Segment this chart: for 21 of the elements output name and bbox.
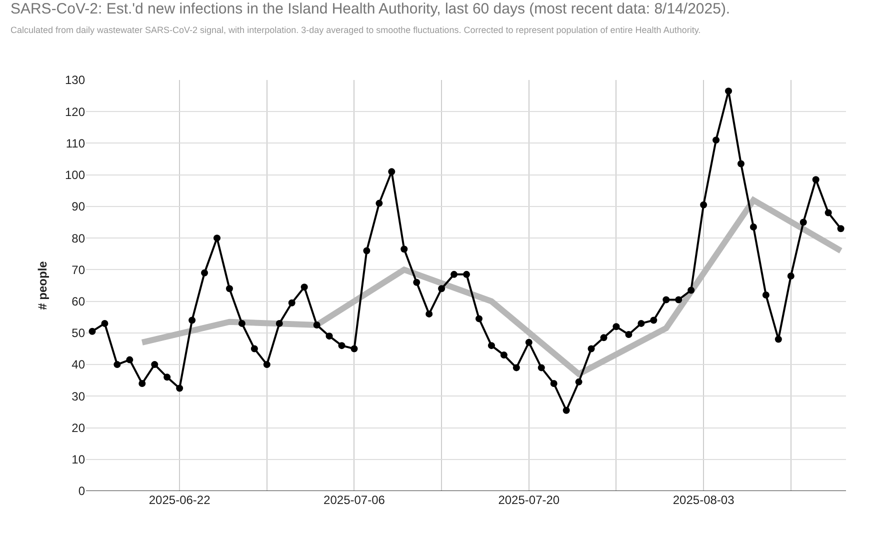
y-tick-label: 130 bbox=[64, 73, 86, 88]
y-tick-label: 30 bbox=[72, 389, 86, 404]
y-tick-label: 80 bbox=[72, 231, 86, 246]
y-tick-label: 0 bbox=[78, 484, 86, 498]
chart-title: SARS-CoV-2: Est.'d new infections in the Island Health Authority, last 60 days (most recent data: 8/14/2025). bbox=[10, 0, 730, 18]
chart-subtitle: Calculated from daily wastewater SARS-CoV-2 signal, with interpolation. 3-day averaged to smoothe fluctuations. Corrected to represent population of entire Health Authority. bbox=[10, 24, 701, 35]
y-tick-label: 60 bbox=[72, 294, 86, 309]
x-tick-label: 2025-07-20 bbox=[498, 493, 560, 507]
y-tick-label: 40 bbox=[72, 358, 86, 372]
y-tick-label: 90 bbox=[72, 200, 86, 214]
y-tick-label: 10 bbox=[72, 452, 86, 467]
y-tick-label: 120 bbox=[64, 104, 86, 119]
y-tick-label: 70 bbox=[72, 262, 86, 277]
y-tick-label: 100 bbox=[64, 168, 86, 182]
y-tick-label: 50 bbox=[72, 326, 86, 340]
y-tick-label: 110 bbox=[66, 136, 86, 150]
x-tick-label: 2025-08-03 bbox=[672, 493, 735, 507]
x-tick-label: 2025-07-06 bbox=[324, 493, 386, 507]
x-tick-label: 2025-06-22 bbox=[148, 493, 211, 507]
y-axis-title: # people bbox=[35, 260, 50, 310]
y-tick-label: 20 bbox=[72, 420, 86, 435]
